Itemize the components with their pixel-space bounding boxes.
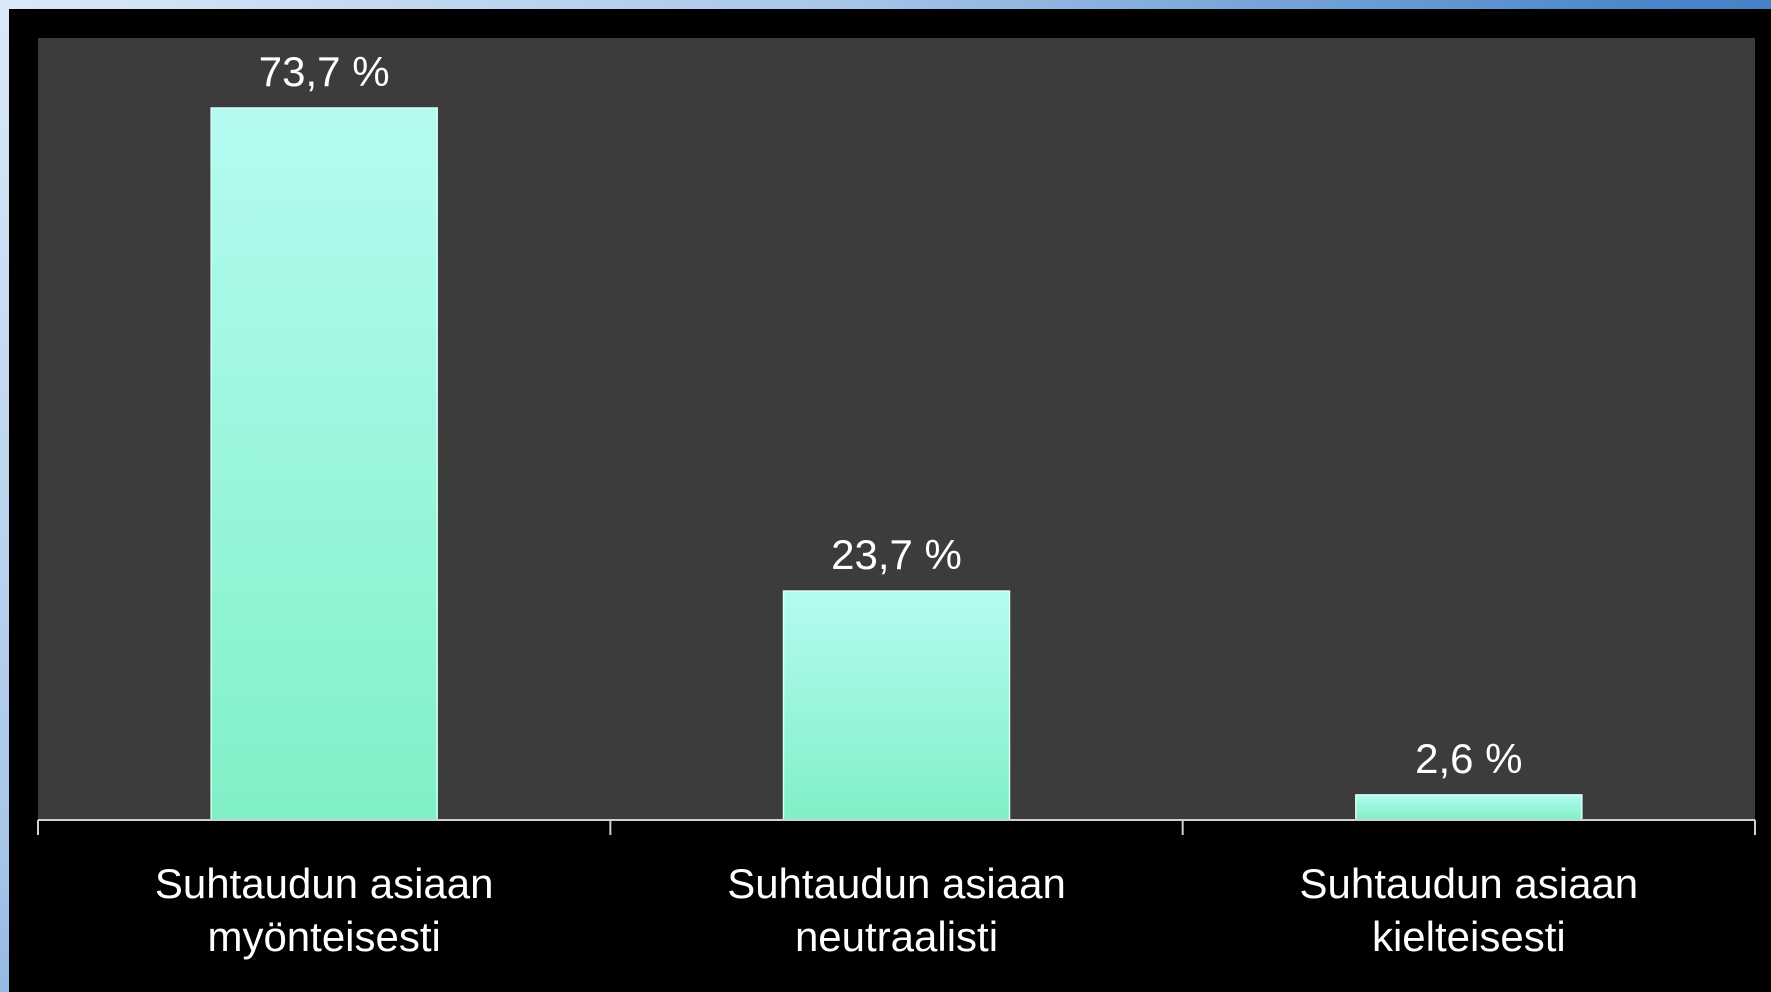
data-label-3: 2,6 %	[1415, 735, 1522, 782]
slide-background: 73,7 % Suhtaudun asiaan myönteisesti 23,7 %…	[9, 9, 1771, 992]
data-label-2: 23,7 %	[831, 531, 962, 578]
category-label-1: Suhtaudun asiaan myönteisesti	[155, 860, 494, 960]
category-label-3: Suhtaudun asiaan kielteisesti	[1300, 860, 1639, 960]
data-label-1: 73,7 %	[259, 48, 390, 95]
bar-1	[210, 107, 438, 821]
bar-3	[1355, 794, 1583, 821]
category-label-2: Suhtaudun asiaan neutraalisti	[727, 860, 1066, 960]
bar-2	[782, 590, 1011, 821]
bar-chart: 73,7 % Suhtaudun asiaan myönteisesti 23,7 %…	[37, 38, 1756, 960]
